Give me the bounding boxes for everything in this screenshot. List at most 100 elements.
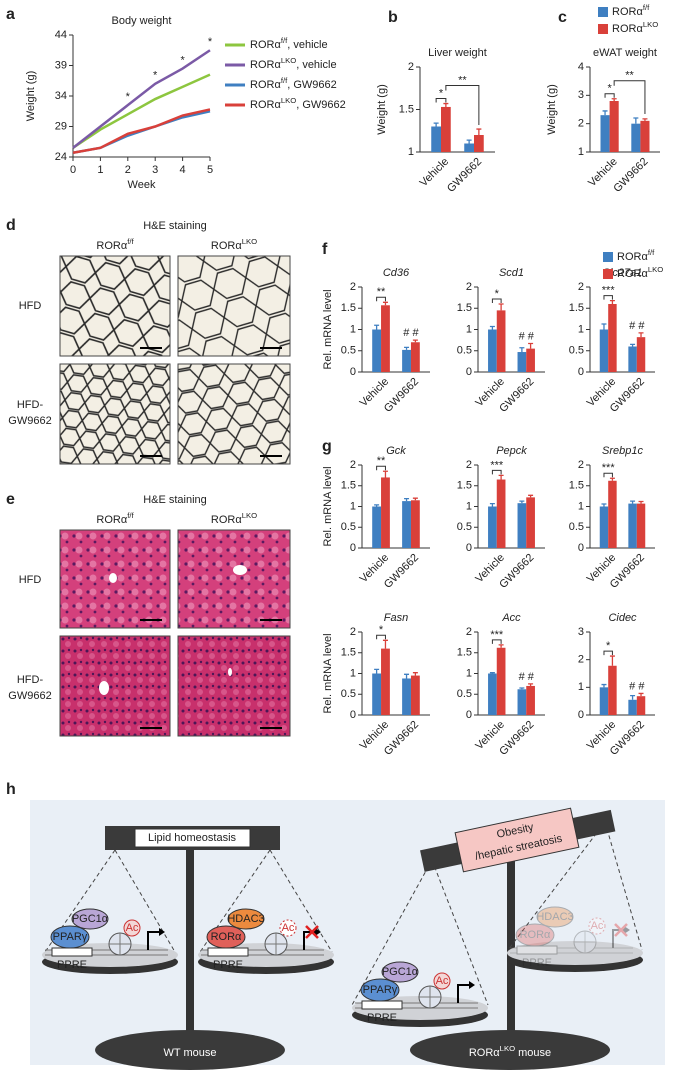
y-tick-label: 1.5 xyxy=(457,647,472,659)
response-element xyxy=(207,947,249,957)
error-bar xyxy=(412,672,418,676)
acetyl-label: Ac xyxy=(126,922,139,934)
significance: * xyxy=(126,91,131,103)
significance: ** xyxy=(458,74,467,86)
transcription-arrow xyxy=(612,929,625,948)
legend-swatch xyxy=(598,24,608,34)
error-bar xyxy=(476,128,482,135)
arrow-head xyxy=(315,928,321,936)
coactivator xyxy=(71,908,109,930)
x-tick-label: 1 xyxy=(97,164,103,176)
y-tick-label: 1.5 xyxy=(341,302,356,314)
bar xyxy=(628,346,637,372)
significance: ** xyxy=(377,286,386,298)
error-bar xyxy=(412,497,418,501)
row-label: GW9662 xyxy=(8,690,51,702)
error-bar xyxy=(630,500,636,504)
nucleosome-wrap xyxy=(574,931,596,953)
y-tick-label: 0.5 xyxy=(457,688,472,700)
significance-bracket xyxy=(603,472,613,478)
scale-bars xyxy=(140,347,282,457)
panel-label: c xyxy=(558,9,567,26)
y-tick-label: 1.5 xyxy=(569,480,584,492)
x-tick-label: GW9662 xyxy=(611,156,650,195)
y-tick-label: 0 xyxy=(466,366,472,378)
error-bar xyxy=(609,655,615,666)
transcription-arrow xyxy=(457,984,470,1003)
bar xyxy=(526,685,535,715)
coactivator xyxy=(227,908,265,930)
y-tick-label: 1 xyxy=(578,146,584,158)
balance-right xyxy=(351,807,643,1070)
error-bar xyxy=(404,497,410,502)
element-label: PPRE xyxy=(57,959,87,971)
significance: * xyxy=(153,70,158,82)
y-tick-label: 2 xyxy=(350,281,356,293)
significance-bracket xyxy=(435,98,447,103)
receptor-label: PPARγ xyxy=(53,931,88,943)
error-bar xyxy=(528,494,534,498)
bar xyxy=(474,135,484,152)
y-tick-label: 0 xyxy=(466,542,472,554)
bar xyxy=(599,506,609,548)
significance: * xyxy=(607,83,612,95)
y-tick-label: 1 xyxy=(578,500,584,512)
y-tick-label: 1.5 xyxy=(569,302,584,314)
error-bar xyxy=(642,118,648,121)
y-tick-label: 0 xyxy=(578,366,584,378)
acetyl-mark xyxy=(433,972,451,990)
significance: *** xyxy=(602,462,616,474)
y-tick-label: 4 xyxy=(578,61,584,73)
bar xyxy=(381,305,390,372)
x-tick-label: 3 xyxy=(152,164,158,176)
acetyl-label: Ac xyxy=(282,922,295,934)
chart-title: Srebp1c xyxy=(602,445,643,457)
element-label: PPRE xyxy=(213,959,243,971)
error-bar xyxy=(528,342,534,349)
receptor xyxy=(360,978,400,1002)
panel-label: h xyxy=(6,781,16,798)
y-tick-label: 2 xyxy=(578,459,584,471)
response-element xyxy=(361,1000,403,1010)
bar xyxy=(599,329,609,372)
chart-title: Fasn xyxy=(384,612,408,624)
row-label: GW9662 xyxy=(8,415,51,427)
bar xyxy=(526,348,535,372)
histology-image xyxy=(177,635,291,737)
legend-label: RORαLKO, vehicle xyxy=(250,56,337,71)
significance-bracket xyxy=(491,469,502,475)
receptor xyxy=(50,925,90,949)
significance-bracket xyxy=(491,298,502,303)
y-tick-label: 1 xyxy=(578,323,584,335)
y-tick-label: 0 xyxy=(350,542,356,554)
dna xyxy=(510,947,633,954)
error-bar xyxy=(382,639,388,649)
x-tick-label: 0 xyxy=(70,164,76,176)
significance-bracket xyxy=(376,296,386,302)
bar xyxy=(372,506,382,548)
significance: *** xyxy=(602,285,616,297)
error-bar xyxy=(466,139,472,144)
error-bar xyxy=(638,692,644,697)
chart-title: Body weight xyxy=(112,15,172,27)
bar xyxy=(431,126,441,152)
receptor-label: PPARγ xyxy=(363,984,398,996)
error-bar xyxy=(611,98,617,101)
bar xyxy=(410,342,420,372)
legend-swatch xyxy=(603,269,613,279)
y-tick-label: 0 xyxy=(578,709,584,721)
gene-complex: PPRE RORα HDAC3 Ac xyxy=(510,906,633,969)
panel-title: H&E staining xyxy=(143,220,207,232)
error-bar xyxy=(601,503,607,507)
significance: # # xyxy=(629,680,645,692)
y-tick-label: 1.5 xyxy=(457,302,472,314)
bar xyxy=(517,352,527,372)
bar xyxy=(488,673,497,715)
panel-label: b xyxy=(388,9,398,26)
legend-label: RORαf/f, vehicle xyxy=(250,36,328,51)
gene-complex: PPRE PPARγ PGC1α Ac xyxy=(45,908,168,971)
y-tick-label: 1.5 xyxy=(457,480,472,492)
acetyl-label: Ac xyxy=(436,975,449,987)
